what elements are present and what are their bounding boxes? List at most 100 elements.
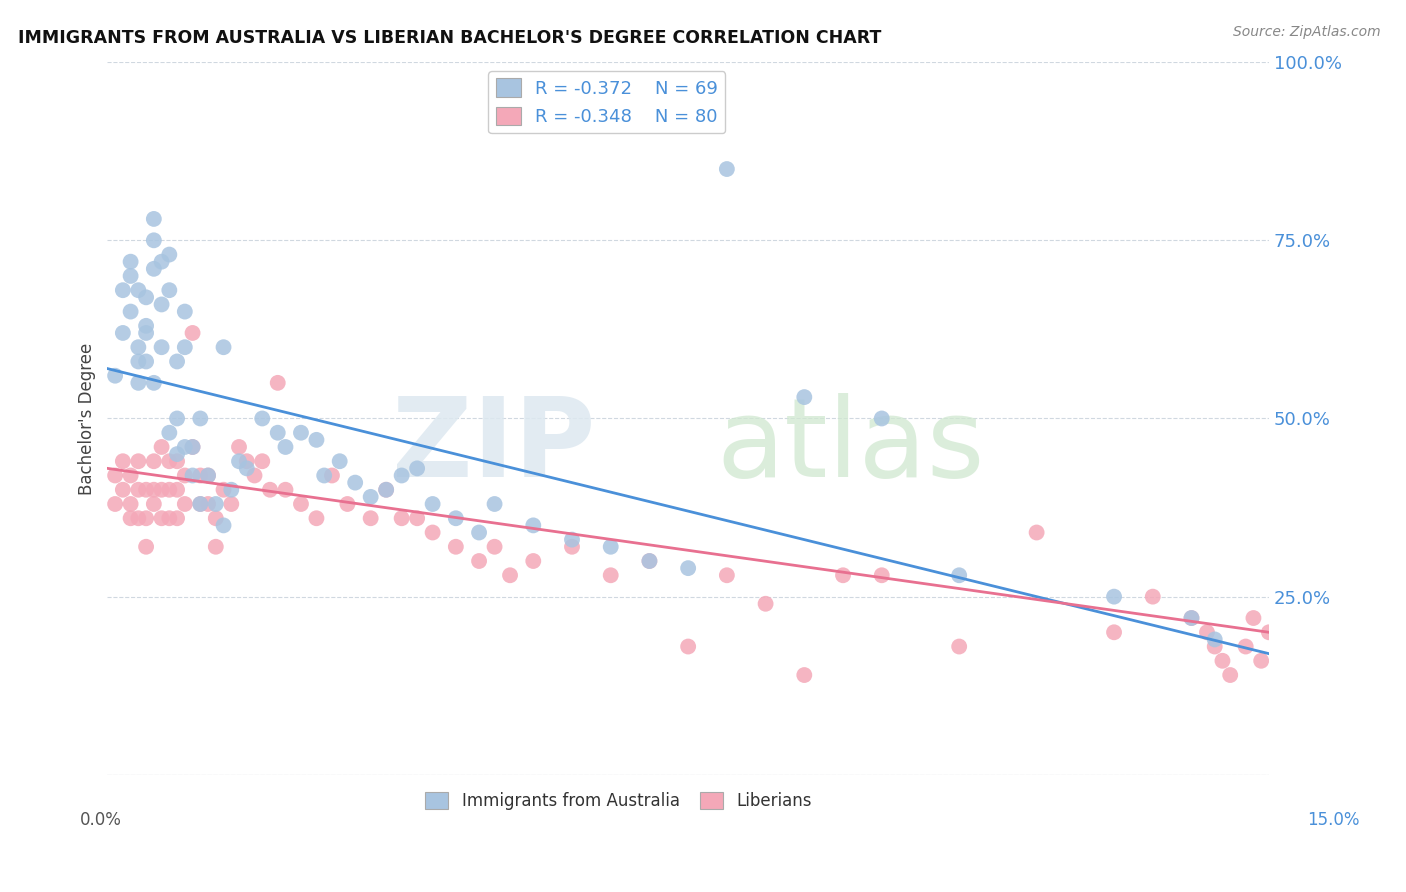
Point [329,454,352,468]
Point [142,376,165,390]
Point [135,318,157,333]
Point [522,518,544,533]
Point [173,497,195,511]
Point [173,304,195,318]
Point [468,554,491,568]
Point [391,468,413,483]
Point [344,475,367,490]
Point [120,511,142,525]
Point [204,540,226,554]
Point [111,283,134,297]
Point [157,511,180,525]
Point [561,540,583,554]
Point [259,483,281,497]
Point [188,497,211,511]
Point [197,468,219,483]
Point [157,283,180,297]
Point [252,411,274,425]
Point [1204,640,1226,654]
Point [1241,611,1264,625]
Point [638,554,661,568]
Point [111,454,134,468]
Point [832,568,855,582]
Point [375,483,398,497]
Point [336,497,359,511]
Point [638,554,661,568]
Point [236,454,259,468]
Point [252,454,274,468]
Text: Source: ZipAtlas.com: Source: ZipAtlas.com [1233,25,1381,39]
Point [228,440,250,454]
Point [212,340,235,354]
Point [484,497,506,511]
Point [228,454,250,468]
Point [793,668,815,682]
Point [166,483,188,497]
Point [1219,668,1241,682]
Point [1204,632,1226,647]
Point [1211,654,1233,668]
Legend: Immigrants from Australia, Liberians: Immigrants from Australia, Liberians [419,785,818,816]
Point [157,483,180,497]
Point [127,340,149,354]
Point [150,254,173,268]
Point [135,511,157,525]
Point [314,468,336,483]
Point [422,525,444,540]
Point [599,540,621,554]
Point [181,440,204,454]
Point [166,354,188,368]
Point [120,468,142,483]
Point [135,483,157,497]
Point [561,533,583,547]
Point [188,468,211,483]
Point [716,568,738,582]
Point [157,247,180,261]
Point [142,454,165,468]
Point [142,233,165,247]
Text: 15.0%: 15.0% [1306,811,1360,829]
Point [468,525,491,540]
Point [157,454,180,468]
Point [120,254,142,268]
Point [120,268,142,283]
Point [212,483,235,497]
Point [1250,654,1272,668]
Point [321,468,343,483]
Point [243,468,266,483]
Point [188,411,211,425]
Point [422,497,444,511]
Point [1102,590,1125,604]
Point [173,340,195,354]
Point [150,297,173,311]
Point [111,483,134,497]
Point [135,540,157,554]
Point [522,554,544,568]
Point [104,468,127,483]
Point [104,368,127,383]
Point [142,497,165,511]
Text: ZIP: ZIP [392,393,595,500]
Point [360,490,382,504]
Point [406,461,429,475]
Point [1102,625,1125,640]
Point [135,354,157,368]
Point [870,411,893,425]
Point [111,326,134,340]
Point [166,411,188,425]
Point [204,497,226,511]
Point [484,540,506,554]
Point [150,440,173,454]
Point [212,518,235,533]
Point [1195,625,1218,640]
Point [157,425,180,440]
Point [948,640,970,654]
Point [127,283,149,297]
Point [204,511,226,525]
Text: atlas: atlas [717,393,986,500]
Point [444,540,467,554]
Point [135,290,157,304]
Point [197,497,219,511]
Point [305,511,328,525]
Point [360,511,382,525]
